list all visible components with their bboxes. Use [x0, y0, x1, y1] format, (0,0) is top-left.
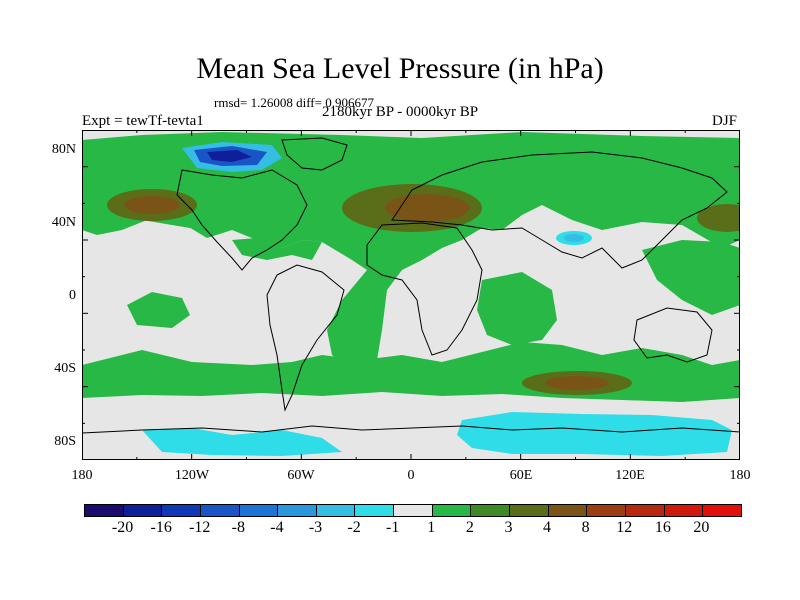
antarctic-cyan-east	[457, 412, 732, 456]
lon-label-60e: 60E	[509, 468, 533, 483]
legend-label: 1	[427, 519, 436, 536]
lat-label-40s: 40S	[54, 361, 76, 376]
legend-label: 12	[616, 519, 633, 536]
rmsd-diff-stats: rmsd= 1.26008 diff= 0.906677	[214, 95, 374, 110]
legend-label: -2	[347, 519, 361, 536]
greenland-coast	[281, 137, 348, 171]
greenland-core-region	[207, 150, 252, 162]
season-label: DJF	[712, 113, 738, 129]
lon-label-60w: 60W	[287, 468, 315, 483]
legend-label: 16	[654, 519, 671, 536]
coastlines	[82, 137, 740, 434]
eurasia-core	[385, 194, 469, 222]
tibet-blue-core	[564, 234, 584, 242]
australia-green-region	[642, 240, 740, 315]
period-label: 2180kyr BP - 0000kyr BP	[322, 104, 479, 120]
legend-swatch	[85, 505, 124, 516]
legend-swatch	[239, 505, 279, 516]
legend-swatch	[316, 505, 356, 516]
legend-swatch	[162, 505, 201, 516]
legend-swatch	[703, 505, 741, 516]
pressure-anomaly-map	[82, 130, 740, 460]
legend-swatch	[510, 505, 549, 516]
legend-label: -12	[189, 519, 211, 536]
north-pacific-core	[124, 196, 180, 214]
legend-label: 2	[465, 519, 474, 536]
lat-label-80n: 80N	[51, 142, 76, 157]
legend-swatch	[664, 505, 704, 516]
atlantic-green-region	[232, 238, 322, 260]
legend-label: 3	[504, 519, 513, 536]
legend-swatch	[278, 505, 317, 516]
south-indian-core	[545, 376, 609, 390]
dateline-brown-center	[697, 204, 740, 232]
indian-ocean-green-region	[477, 272, 557, 345]
lon-label-0: 0	[407, 468, 415, 483]
legend-swatch	[471, 505, 511, 516]
chart-title: Mean Sea Level Pressure (in hPa)	[196, 52, 604, 85]
legend-label: 20	[693, 519, 710, 536]
antarctic-cyan-region	[142, 428, 342, 456]
map-ticks	[82, 130, 740, 460]
legend-swatch	[200, 505, 240, 516]
legend-swatch	[625, 505, 665, 516]
equatorial-green-patch	[127, 292, 190, 328]
legend-swatch	[587, 505, 626, 516]
legend-swatch	[548, 505, 588, 516]
lon-label-180w: 180	[71, 468, 93, 483]
color-legend-bar	[84, 504, 742, 517]
north-green-region	[82, 132, 740, 370]
lat-label-80s: 80S	[54, 434, 76, 449]
legend-label: -4	[270, 519, 284, 536]
lon-label-180e: 180	[729, 468, 751, 483]
legend-swatch	[355, 505, 395, 516]
experiment-label: Expt = tewTf-tevta1	[82, 113, 204, 129]
legend-swatch	[123, 505, 163, 516]
antarctica-coast	[82, 425, 740, 434]
legend-label: -16	[150, 519, 172, 536]
australia-coast	[633, 307, 713, 363]
lat-label-0: 0	[69, 288, 76, 303]
legend-label: 4	[543, 519, 552, 536]
contour-fill-layer	[82, 130, 740, 460]
legend-label: -1	[386, 519, 400, 536]
legend-label: 8	[581, 519, 590, 536]
lat-label-40n: 40N	[51, 215, 76, 230]
south-america-coast	[266, 264, 345, 412]
legend-swatch	[432, 505, 472, 516]
legend-swatch	[394, 505, 433, 516]
north-america-coast	[176, 169, 308, 271]
legend-label: -20	[111, 519, 134, 536]
legend-label: -8	[231, 519, 245, 536]
eurasia-coast	[391, 151, 728, 269]
africa-coast	[366, 222, 483, 356]
lon-label-120e: 120E	[615, 468, 645, 483]
legend-label: -3	[308, 519, 323, 536]
lon-label-120w: 120W	[174, 468, 210, 483]
